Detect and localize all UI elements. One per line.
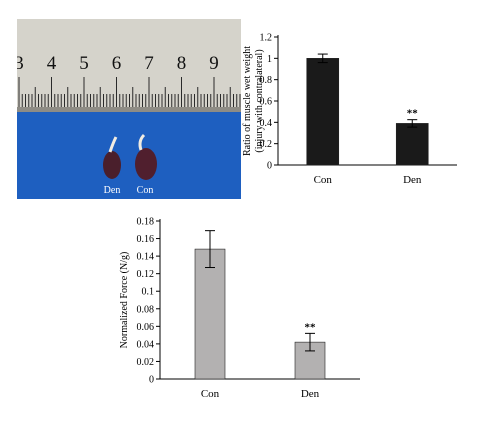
- y-tick-label: 0.4: [260, 118, 273, 129]
- bar-den: [395, 123, 429, 166]
- ruler-number: 7: [144, 53, 154, 74]
- bar-con: [194, 248, 226, 380]
- y-tick-label: 1: [267, 54, 272, 65]
- y-tick-label: 0.8: [260, 75, 273, 86]
- tendon-den: [108, 136, 118, 153]
- ruler-number: 6: [112, 53, 122, 74]
- ruler-number: 5: [79, 53, 89, 74]
- y-tick-label: 0.14: [137, 252, 155, 263]
- y-tick-label: 0.6: [260, 97, 273, 108]
- y-tick-label: 0: [267, 161, 272, 172]
- x-tick-label: Den: [403, 174, 422, 186]
- y-tick-label: 0.2: [260, 139, 273, 150]
- y-axis-label: Normalized Force (N/g): [119, 252, 130, 349]
- bar-con: [306, 58, 340, 166]
- x-tick-label: Den: [301, 388, 320, 400]
- tendon-con: [138, 133, 146, 151]
- y-tick-label: 0.06: [137, 322, 155, 333]
- muscle-photo: 3 4 5 6 7 8 9 Den Con: [17, 19, 241, 199]
- y-tick-label: 0: [149, 375, 154, 386]
- y-axis-label-line: Ratio of muscle wet weight: [242, 46, 253, 156]
- ruler-number: 8: [177, 53, 187, 74]
- ruler-number: 3: [17, 53, 24, 74]
- y-axis-label: Ratio of muscle wet weight(injury with c…: [242, 46, 265, 156]
- y-tick-label: 0.12: [137, 269, 155, 280]
- ruler-numbers: 3 4 5 6 7 8 9: [17, 53, 219, 74]
- ruler-number: 9: [209, 53, 219, 74]
- significance-marker: **: [305, 321, 317, 333]
- ruler-number: 4: [47, 53, 57, 74]
- y-tick-label: 0.18: [137, 217, 155, 228]
- ruler-body: [17, 19, 241, 107]
- y-tick-label: 0.08: [137, 304, 155, 315]
- y-tick-label: 0.1: [142, 287, 155, 298]
- wet-weight-chart: 0 0.2 0.4 0.6 0.8 1 1.2 Con ** Den Ratio of muscle…: [242, 33, 457, 186]
- normalized-force-chart: 0 0.02 0.04 0.06 0.08 0.1 0.12 0.14 0.16 0.18 Con *…: [119, 217, 360, 400]
- ruler-ticks: [18, 77, 241, 107]
- significance-marker: **: [407, 108, 419, 120]
- x-tick-label: Con: [314, 174, 333, 186]
- y-tick-label: 1.2: [260, 33, 273, 44]
- y-tick-label: 0.04: [137, 339, 155, 350]
- ruler-edge: [17, 107, 241, 112]
- muscle-sample-den: [103, 151, 121, 179]
- muscle-sample-con: [135, 148, 157, 180]
- y-axis-label-line: (injury with contralateral): [254, 49, 265, 152]
- sample-label-con: Con: [137, 185, 154, 196]
- y-tick-label: 0.02: [137, 357, 155, 368]
- y-tick-label: 0.16: [137, 234, 155, 245]
- sample-label-den: Den: [104, 185, 121, 196]
- x-tick-label: Con: [201, 388, 220, 400]
